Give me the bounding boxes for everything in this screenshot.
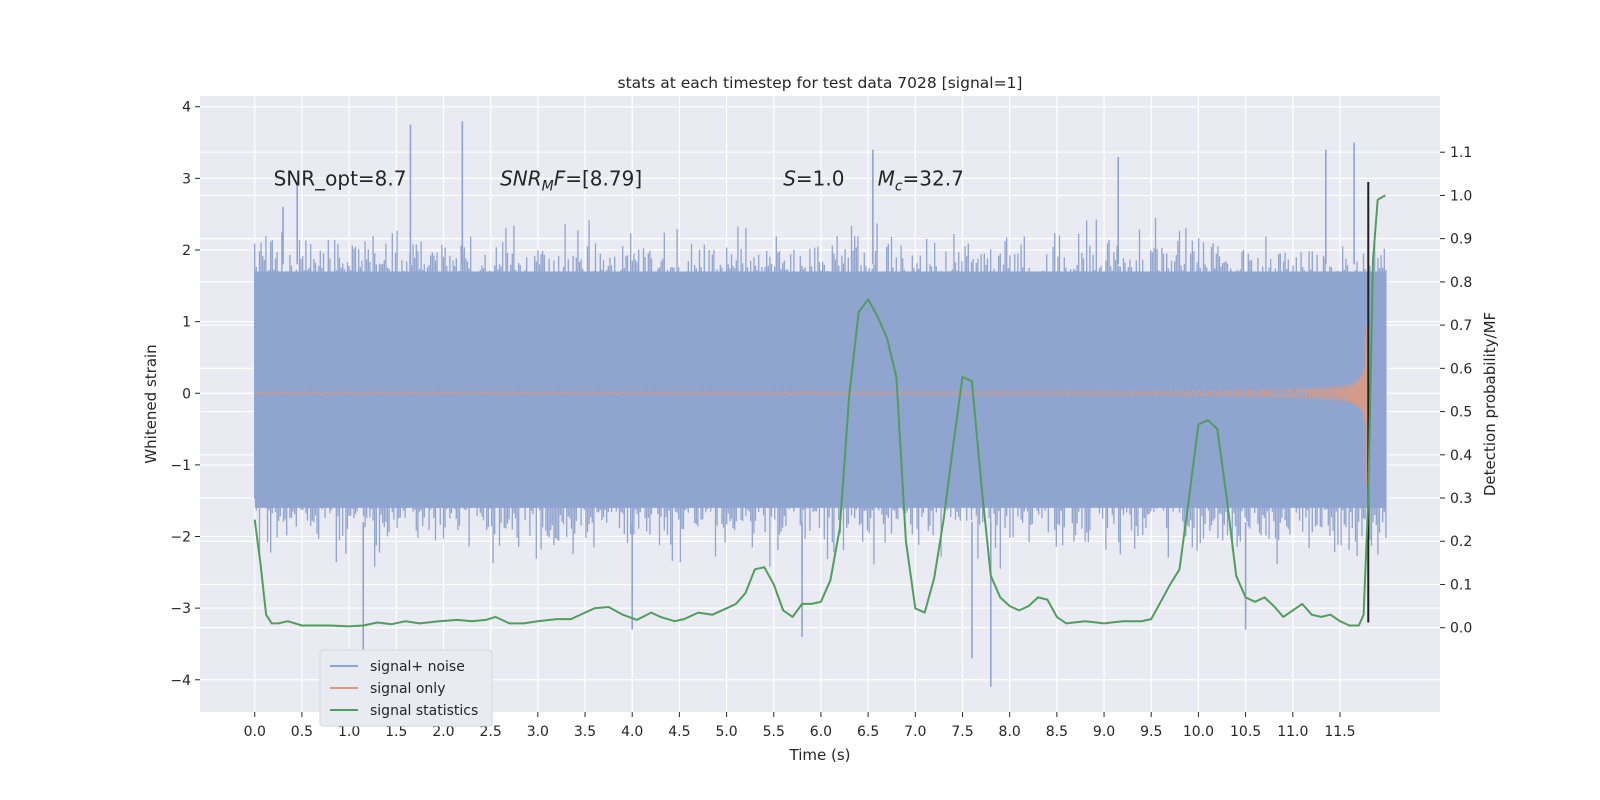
- y-tick-label: −3: [170, 601, 191, 617]
- chart-title: stats at each timestep for test data 702…: [618, 74, 1023, 92]
- x-tick-label: 7.0: [904, 724, 926, 740]
- x-tick-label: 11.0: [1277, 724, 1308, 740]
- y2-tick-label: 0.5: [1450, 405, 1472, 421]
- x-tick-label: 2.0: [432, 724, 454, 740]
- plot-series: [253, 121, 1387, 687]
- x-tick-label: 11.5: [1324, 724, 1355, 740]
- y-tick-label: −2: [170, 530, 191, 546]
- y2-tick-label: 0.8: [1450, 275, 1472, 291]
- legend-label: signal statistics: [370, 703, 478, 719]
- legend-label: signal only: [370, 681, 445, 697]
- y2-tick-label: 0.0: [1450, 621, 1472, 637]
- x-tick-label: 0.5: [291, 724, 313, 740]
- x-tick-label: 1.0: [338, 724, 360, 740]
- x-tick-label: 5.0: [715, 724, 737, 740]
- x-tick-label: 2.5: [480, 724, 502, 740]
- y-tick-label: 0: [182, 386, 191, 402]
- x-tick-label: 4.0: [621, 724, 643, 740]
- y-tick-label: −4: [170, 673, 191, 689]
- x-tick-label: 1.5: [385, 724, 407, 740]
- x-tick-label: 9.0: [1093, 724, 1115, 740]
- annotation-text: S=1.0: [783, 166, 844, 190]
- y2-axis-label: Detection probability/MF: [1481, 312, 1499, 496]
- x-tick-label: 6.0: [810, 724, 832, 740]
- x-tick-label: 8.0: [999, 724, 1021, 740]
- x-tick-label: 0.0: [244, 724, 266, 740]
- legend-box: [319, 649, 493, 727]
- y2-tick-label: 0.9: [1450, 232, 1472, 248]
- x-tick-label: 3.5: [574, 724, 596, 740]
- legend: signal+ noise signal only signal statistic…: [319, 649, 493, 727]
- x-tick-label: 6.5: [857, 724, 879, 740]
- y2-tick-label: 0.6: [1450, 361, 1472, 377]
- x-tick-label: 10.0: [1183, 724, 1214, 740]
- annotation-text: Mc=32.7: [878, 166, 964, 194]
- y2-tick-label: 0.7: [1450, 318, 1472, 334]
- x-tick-label: 9.5: [1140, 724, 1162, 740]
- y-tick-label: 3: [182, 171, 191, 187]
- y-axis-right: 0.0 0.1 0.2 0.3 0.4 0.5 0.6 0.7 0.8 0.9 1.0 1.1: [1440, 145, 1472, 637]
- y2-tick-label: 0.1: [1450, 577, 1472, 593]
- x-tick-label: 4.5: [668, 724, 690, 740]
- y2-tick-label: 0.4: [1450, 448, 1472, 464]
- annotations: SNR_opt=8.7 SNRMF=[8.79] S=1.0 Mc=32.7: [274, 166, 964, 194]
- y-tick-label: 4: [182, 100, 191, 116]
- x-tick-label: 7.5: [951, 724, 973, 740]
- x-tick-label: 10.5: [1230, 724, 1261, 740]
- signal-statistics-line: [253, 194, 1386, 628]
- y-axis-label: Whitened strain: [142, 344, 160, 463]
- y2-tick-label: 1.0: [1450, 188, 1472, 204]
- y2-tick-label: 0.2: [1450, 534, 1472, 550]
- x-tick-label: 3.0: [527, 724, 549, 740]
- x-tick-label: 5.5: [763, 724, 785, 740]
- y-tick-label: −1: [170, 458, 191, 474]
- x-axis-label: Time (s): [789, 746, 851, 764]
- signal-only-line: [254, 326, 1372, 486]
- y2-tick-label: 1.1: [1450, 145, 1472, 161]
- annotation-text: SNRMF=[8.79]: [500, 166, 642, 194]
- y-axis-left: −4 −3 −2 −1 0 1 2 3 4: [170, 100, 200, 689]
- y-tick-label: 2: [182, 243, 191, 259]
- y2-tick-label: 0.3: [1450, 491, 1472, 507]
- x-tick-label: 8.5: [1046, 724, 1068, 740]
- legend-label: signal+ noise: [370, 659, 465, 675]
- x-axis: 0.0 0.5 1.0 1.5 2.0 2.5 3.0 3.5 4.0 4.5 5.0 5.5 6.0 6…: [244, 712, 1356, 740]
- y-tick-label: 1: [182, 315, 191, 331]
- annotation-text: SNR_opt=8.7: [274, 166, 407, 190]
